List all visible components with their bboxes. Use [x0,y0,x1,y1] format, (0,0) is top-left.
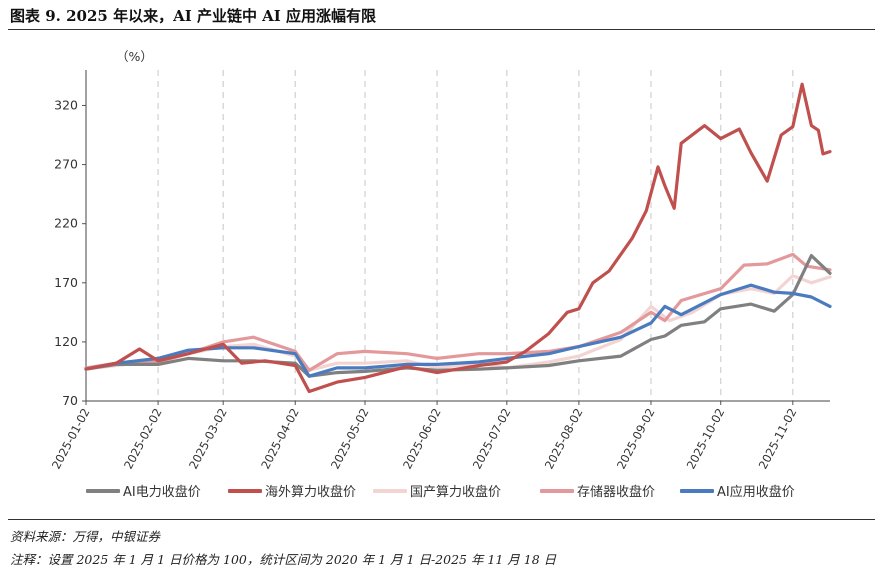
x-tick-label: 2025-05-02 [328,406,372,472]
legend-label: AI电力收盘价 [123,485,201,500]
y-tick-label: 320 [54,97,78,112]
x-tick-label: 2025-07-02 [470,406,514,472]
series-line-2 [84,82,832,394]
series-line-4 [84,252,832,372]
x-tick-label: 2025-10-02 [684,406,728,472]
legend-item: 国产算力收盘价 [373,481,501,500]
x-tick-label: 2025-06-02 [400,406,444,472]
y-axis-unit-label: （%） [116,49,153,64]
x-tick-label: 2025-04-02 [258,406,302,472]
legend-item: 海外算力收盘价 [228,481,356,500]
x-tick-label: 2025-01-02 [49,406,93,472]
footer-rule [8,519,875,520]
legend-item: AI电力收盘价 [86,481,201,500]
y-tick-label: 270 [54,157,78,172]
line-chart: 2025-01-02 2025-02-02 2025-03-02 2025-04-02… [49,70,832,472]
legend-swatch [86,488,120,493]
x-tick-label: 2025-09-02 [614,406,658,472]
title-rule [8,29,875,30]
x-tick-label: 2025-02-02 [121,406,165,472]
y-tick-label: 120 [54,334,78,349]
legend-label: AI应用收盘价 [717,485,795,500]
legend-swatch [540,488,574,493]
x-tick-label: 2025-08-02 [542,406,586,472]
chart-title: 图表 9. 2025 年以来，AI 产业链中 AI 应用涨幅有限 [10,7,377,25]
source-note: 资料来源：万得，中银证券 [10,529,161,544]
methodology-note: 注释：设置 2025 年 1 月 1 日价格为 100，统计区间为 2020 年… [10,552,557,567]
legend-item: 存储器收盘价 [540,481,655,500]
x-tick-label: 2025-03-02 [186,406,230,472]
legend-swatch [680,488,714,493]
legend-swatch [228,488,262,493]
legend-swatch [373,488,407,493]
legend-label: 存储器收盘价 [577,485,656,500]
legend-label: 海外算力收盘价 [265,485,357,500]
y-tick-label: 70 [62,393,78,408]
legend-item: AI应用收盘价 [680,481,795,500]
series-line-5 [84,283,832,378]
legend-label: 国产算力收盘价 [410,485,502,500]
x-tick-label: 2025-11-02 [756,406,800,472]
series-line-1 [84,254,832,378]
y-tick-label: 220 [54,216,78,231]
chart-legend: AI电力收盘价 海外算力收盘价 国产算力收盘价 存储器收盘价 AI应用收盘价 [0,481,881,501]
y-tick-label: 170 [54,275,78,290]
